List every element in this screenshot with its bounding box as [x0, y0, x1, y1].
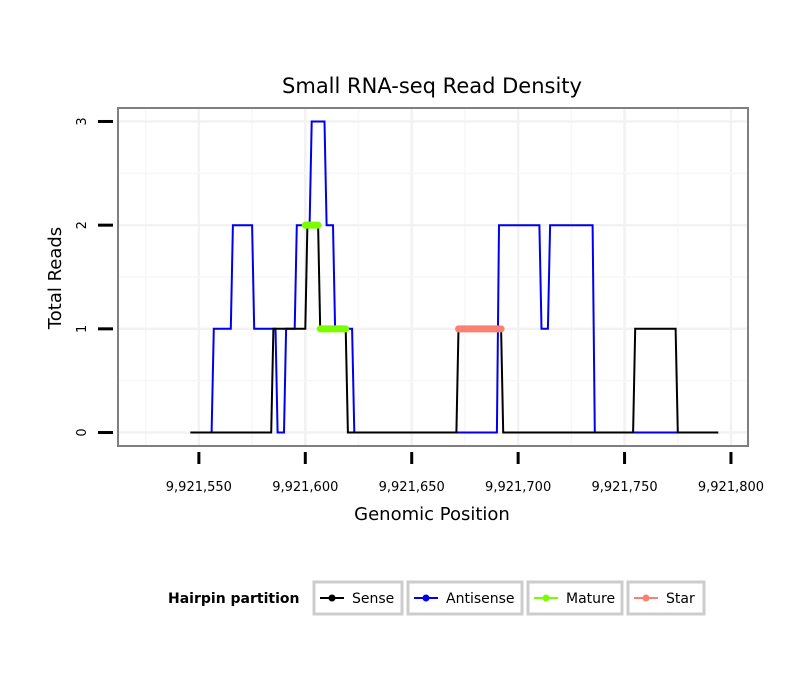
- legend-item-sense: Sense: [312, 580, 404, 616]
- x-tick-label: 9,921,750: [591, 480, 657, 495]
- chart-title: Small RNA-seq Read Density: [282, 74, 582, 98]
- legend: Hairpin partition Sense Antisense Mature St…: [168, 580, 706, 616]
- legend-key-point: [542, 594, 550, 602]
- legend-item-antisense: Antisense: [406, 580, 524, 616]
- legend-title: Hairpin partition: [168, 591, 299, 607]
- grid-lines: [118, 108, 748, 446]
- y-axis: 0 1 2 3: [75, 117, 113, 437]
- y-tick-label: 2: [75, 221, 90, 229]
- x-tick-label: 9,921,650: [379, 480, 445, 495]
- legend-key-box: [406, 580, 524, 616]
- legend-item-mature: Mature: [526, 580, 624, 616]
- legend-key-point: [642, 594, 650, 602]
- y-tick-label: 3: [75, 117, 90, 125]
- y-axis-title: Total Reads: [45, 227, 66, 330]
- y-tick-label: 1: [75, 325, 90, 333]
- x-tick-label: 9,921,600: [272, 480, 338, 495]
- series-line-sense: [190, 224, 719, 434]
- legend-label: Antisense: [446, 591, 515, 607]
- series-layer: [190, 120, 719, 434]
- x-axis: 9,921,550 9,921,600 9,921,650 9,921,700 9,92…: [166, 452, 764, 495]
- x-axis-title: Genomic Position: [354, 504, 510, 525]
- x-tick-label: 9,921,800: [698, 480, 764, 495]
- legend-key-point: [328, 594, 336, 602]
- plot-border: [117, 107, 749, 447]
- legend-key-point: [422, 594, 430, 602]
- legend-item-star: Star: [626, 580, 706, 616]
- series-line-antisense: [190, 120, 719, 434]
- x-tick-label: 9,921,550: [166, 480, 232, 495]
- x-tick-label: 9,921,700: [485, 480, 551, 495]
- y-tick-label: 0: [75, 428, 90, 436]
- legend-label: Sense: [352, 591, 394, 607]
- legend-label: Mature: [566, 591, 615, 607]
- legend-label: Star: [666, 591, 695, 607]
